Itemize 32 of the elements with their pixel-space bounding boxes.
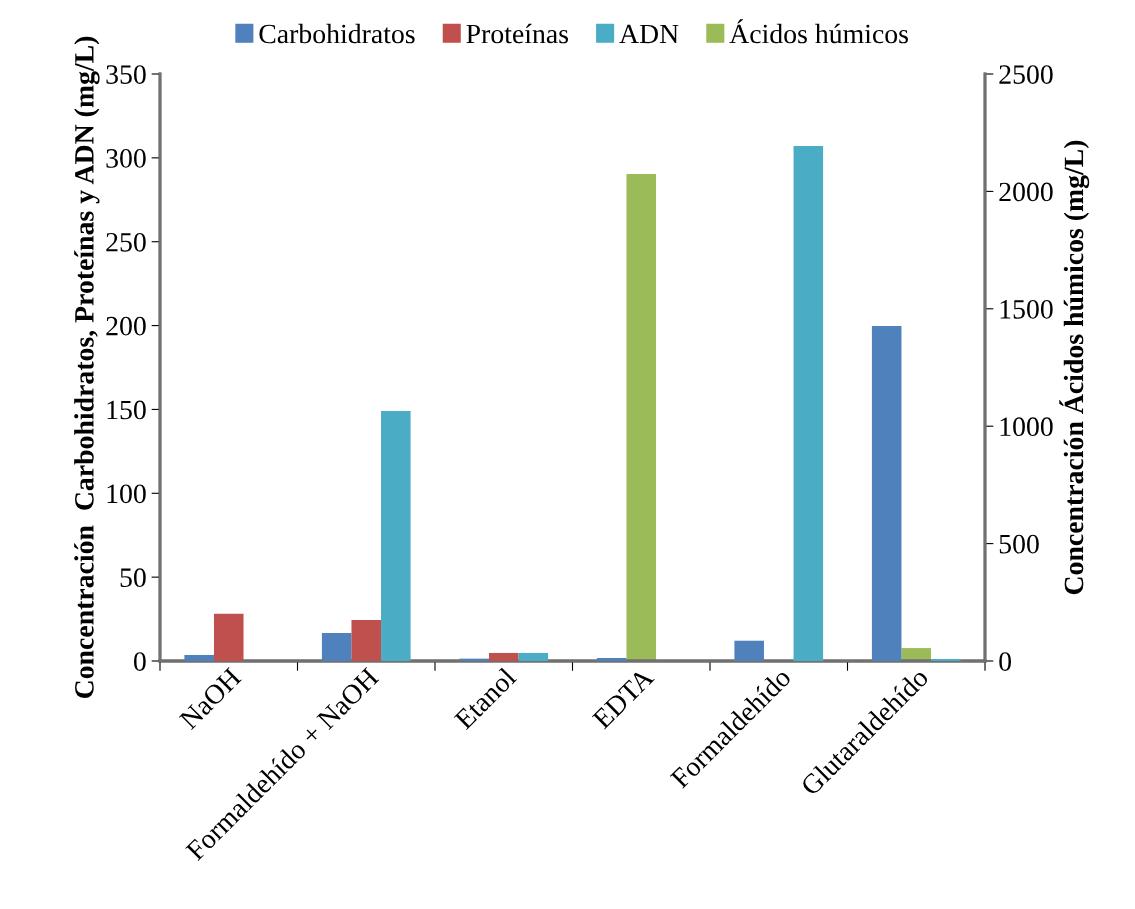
y2-tick-label: 2500 xyxy=(999,65,1053,84)
bar xyxy=(381,411,411,661)
y-tick-label: 200 xyxy=(106,316,146,336)
y2-tick-label: 2000 xyxy=(999,182,1053,202)
y2-axis-title: Concentración Ácidos húmicos (mg/L) xyxy=(1059,140,1090,595)
legend-label: Carbohidratos xyxy=(259,23,415,44)
y-tick-label: 350 xyxy=(106,65,146,84)
y-tick-label: 300 xyxy=(106,149,146,168)
y2-tick-label: 1500 xyxy=(1000,299,1053,319)
y2-tick-label: 500 xyxy=(999,534,1039,554)
legend-label: Proteínas xyxy=(466,23,569,44)
bar xyxy=(793,146,824,661)
bar xyxy=(518,652,549,661)
bar xyxy=(213,613,244,661)
legend-label: Ácidos húmicos xyxy=(729,19,908,44)
bar xyxy=(734,640,764,661)
bar xyxy=(931,658,961,661)
bar xyxy=(871,325,902,661)
y-tick-label: 50 xyxy=(120,568,146,588)
bar xyxy=(184,654,214,661)
y2-tick-label: 1000 xyxy=(1000,417,1053,437)
legend-label: ADN xyxy=(619,24,679,44)
bar xyxy=(351,620,382,661)
y2-tick-label: 0 xyxy=(999,652,1012,671)
y-axis-title: Concentración Carbohidratos, Proteínas y ADN (mg/L) xyxy=(74,36,100,699)
y-tick-label: 150 xyxy=(107,400,146,420)
bar xyxy=(596,657,627,661)
bar xyxy=(488,652,519,661)
y-tick-label: 0 xyxy=(133,652,146,671)
bar xyxy=(321,632,352,661)
y-tick-label: 100 xyxy=(107,484,146,504)
y-tick-label: 250 xyxy=(106,232,146,252)
